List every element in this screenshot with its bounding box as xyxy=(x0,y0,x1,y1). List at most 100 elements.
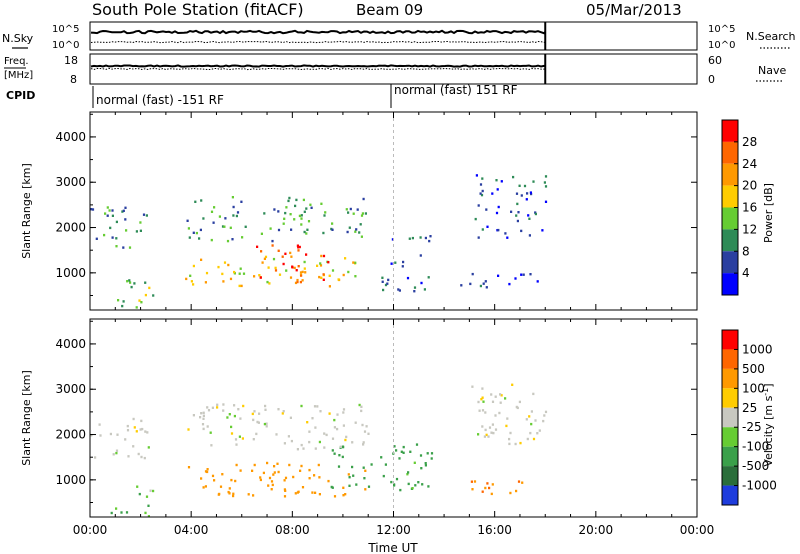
colorbar-swatch xyxy=(722,185,738,208)
data-cell xyxy=(519,441,522,445)
data-cell xyxy=(290,255,293,258)
data-cell xyxy=(115,245,118,248)
data-cell xyxy=(384,283,388,287)
data-cell xyxy=(223,261,227,264)
data-cell xyxy=(495,211,499,215)
data-cell xyxy=(241,236,244,239)
data-cell xyxy=(430,457,433,460)
data-cell xyxy=(300,404,303,408)
data-cell xyxy=(238,435,241,438)
data-cell xyxy=(242,272,246,275)
data-cell xyxy=(247,493,250,496)
colorbar-label: 28 xyxy=(742,135,757,149)
region-near-range-scatter xyxy=(117,279,155,309)
data-cell xyxy=(494,428,498,431)
data-cell xyxy=(544,200,548,203)
data-cell xyxy=(259,276,262,279)
colorbar-label: -1000 xyxy=(742,479,777,493)
data-cell xyxy=(543,414,546,417)
data-cell xyxy=(282,222,285,225)
data-cell xyxy=(207,409,211,412)
data-cell xyxy=(323,214,326,217)
data-cell xyxy=(186,219,189,222)
data-cell xyxy=(115,507,118,510)
data-cell xyxy=(291,266,294,269)
data-cell xyxy=(333,452,336,455)
data-cell xyxy=(427,485,430,488)
data-cell xyxy=(289,276,293,279)
data-cell xyxy=(544,185,548,188)
xtick-label: 20:00 xyxy=(579,523,614,537)
data-cell xyxy=(302,447,305,450)
data-cell xyxy=(485,208,488,211)
data-cell xyxy=(408,237,411,240)
data-cell xyxy=(481,228,484,231)
data-cell xyxy=(299,469,302,472)
data-cell xyxy=(240,200,243,203)
data-cell xyxy=(147,515,150,518)
data-cell xyxy=(342,494,345,497)
data-cell xyxy=(252,418,255,422)
freq-tick-top: 18 xyxy=(64,54,78,67)
data-cell xyxy=(511,383,514,386)
data-cell xyxy=(515,214,518,217)
data-cell xyxy=(402,260,405,264)
data-cell xyxy=(470,480,473,483)
data-cell xyxy=(327,261,330,264)
data-cell xyxy=(520,194,523,197)
data-cell xyxy=(192,283,195,286)
nsearch-label: N.Search xyxy=(746,30,796,43)
data-cell xyxy=(342,486,345,489)
data-cell xyxy=(528,415,531,418)
data-cell xyxy=(273,471,276,474)
data-cell xyxy=(342,445,345,449)
data-cell xyxy=(411,236,414,240)
region-early-upper xyxy=(90,206,148,249)
data-cell xyxy=(314,447,317,450)
data-cell xyxy=(223,225,226,228)
data-cell xyxy=(149,489,152,492)
data-cell xyxy=(479,183,483,186)
data-cell xyxy=(331,437,335,440)
data-cell xyxy=(370,463,373,466)
colorbar-label: 12 xyxy=(742,222,757,236)
data-cell xyxy=(384,463,387,466)
data-cell xyxy=(289,251,292,255)
data-cell xyxy=(99,434,102,437)
data-cell xyxy=(209,431,212,434)
data-cell xyxy=(233,404,236,407)
data-cell xyxy=(297,249,300,252)
data-cell xyxy=(348,476,351,479)
data-cell xyxy=(263,257,266,260)
data-cell xyxy=(198,237,201,240)
data-cell xyxy=(504,232,507,235)
data-cell xyxy=(222,409,225,412)
data-cell xyxy=(313,474,316,477)
data-cell xyxy=(253,463,256,467)
data-cell xyxy=(263,212,266,215)
data-cell xyxy=(400,450,403,453)
data-cell xyxy=(253,275,256,278)
data-cell xyxy=(211,474,215,478)
data-cell xyxy=(521,481,524,484)
data-cell xyxy=(320,254,323,258)
data-cell xyxy=(124,438,127,441)
data-cell xyxy=(194,200,197,203)
data-cell xyxy=(295,198,298,202)
data-cell xyxy=(285,269,288,272)
data-cell xyxy=(316,264,319,267)
power-colorbar: 28 24 20 16 12 8 4 xyxy=(721,119,757,296)
data-cell xyxy=(251,412,254,416)
power-yaxis: 4000 3000 2000 1000 xyxy=(55,113,697,297)
data-cell xyxy=(331,269,335,272)
colorbar-swatch xyxy=(722,368,738,389)
ytick-label: 2000 xyxy=(55,428,86,442)
data-cell xyxy=(484,486,487,490)
data-cell xyxy=(490,492,493,496)
data-cell xyxy=(185,277,188,281)
data-cell xyxy=(283,442,286,445)
data-cell xyxy=(407,471,410,474)
data-cell xyxy=(515,489,518,493)
data-cell xyxy=(126,424,129,428)
data-cell xyxy=(139,221,142,224)
